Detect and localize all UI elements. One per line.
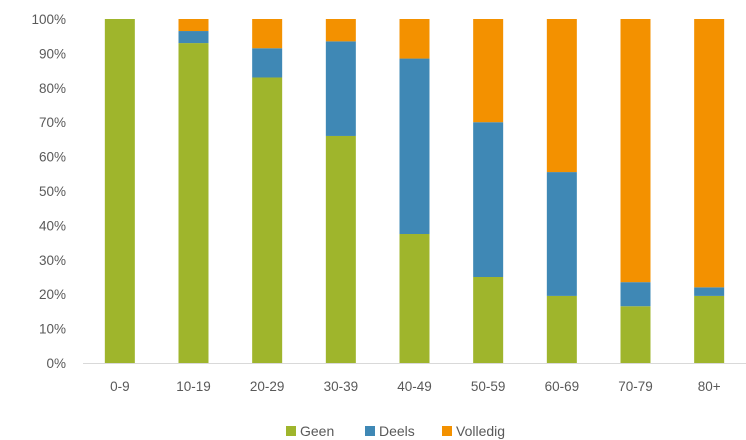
x-tick-label: 40-49 [397, 379, 432, 394]
bar-segment-deels-60-69 [546, 172, 577, 296]
bar-stacks [104, 19, 725, 364]
y-tick-label: 90% [39, 46, 66, 61]
y-tick-label: 0% [46, 356, 66, 371]
bar-segment-volledig-80+ [694, 19, 725, 288]
x-tick-label: 10-19 [176, 379, 211, 394]
bar-segment-volledig-40-49 [399, 19, 430, 59]
bar-segment-geen-30-39 [325, 135, 356, 363]
x-tick-label: 30-39 [324, 379, 359, 394]
x-tick-label: 0-9 [110, 379, 130, 394]
bar-segment-geen-50-59 [473, 277, 504, 363]
y-axis-tick-labels: 0% 10% 20% 30% 40% 50% 60% 70% 80% 90% 100% [31, 12, 66, 371]
bar-segment-geen-10-19 [178, 43, 209, 364]
y-tick-label: 60% [39, 150, 66, 165]
bar-segment-deels-50-59 [473, 122, 504, 277]
x-axis-tick-labels: 0-9 10-19 20-29 30-39 40-49 50-59 60-69 70-79 80… [110, 379, 721, 394]
bar-segment-geen-60-69 [546, 295, 577, 363]
bar-segment-deels-40-49 [399, 58, 430, 235]
y-tick-label: 20% [39, 287, 66, 302]
legend-swatch-volledig [442, 426, 452, 436]
y-tick-label: 40% [39, 218, 66, 233]
bar-segment-deels-30-39 [325, 41, 356, 136]
bar-segment-volledig-70-79 [620, 19, 651, 283]
legend-swatch-deels [365, 426, 375, 436]
bar-segment-deels-10-19 [178, 31, 209, 44]
bar-segment-volledig-50-59 [473, 19, 504, 123]
bar-segment-geen-0-9 [104, 19, 135, 363]
y-tick-label: 100% [31, 12, 66, 27]
bar-segment-deels-80+ [694, 287, 725, 296]
legend-swatch-geen [286, 426, 296, 436]
y-tick-label: 70% [39, 115, 66, 130]
bar-segment-volledig-20-29 [252, 19, 283, 49]
y-tick-label: 80% [39, 81, 66, 96]
x-tick-label: 80+ [698, 379, 721, 394]
bar-segment-geen-40-49 [399, 234, 430, 363]
x-tick-label: 70-79 [618, 379, 653, 394]
y-tick-label: 10% [39, 322, 66, 337]
bar-segment-volledig-10-19 [178, 19, 209, 32]
x-tick-label: 50-59 [471, 379, 506, 394]
y-tick-label: 50% [39, 184, 66, 199]
legend-label-geen: Geen [300, 423, 334, 439]
bar-segment-geen-80+ [694, 295, 725, 363]
y-tick-label: 30% [39, 253, 66, 268]
bar-segment-volledig-60-69 [546, 19, 577, 173]
bar-segment-geen-70-79 [620, 306, 651, 363]
bar-segment-deels-20-29 [252, 48, 283, 78]
x-tick-label: 20-29 [250, 379, 285, 394]
legend-label-deels: Deels [379, 423, 415, 439]
bar-segment-geen-20-29 [252, 77, 283, 363]
x-tick-label: 60-69 [545, 379, 580, 394]
bar-segment-deels-70-79 [620, 282, 651, 307]
chart-legend: Geen Deels Volledig [286, 423, 505, 439]
legend-label-volledig: Volledig [456, 423, 505, 439]
bar-segment-volledig-30-39 [325, 19, 356, 42]
